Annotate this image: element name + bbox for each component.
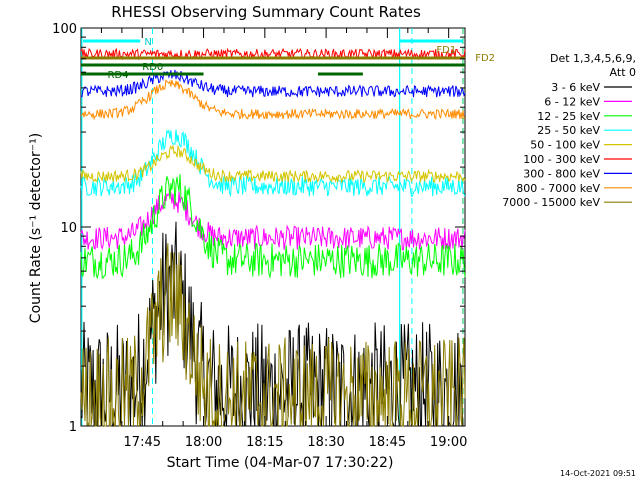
series-line-4 bbox=[80, 144, 466, 184]
x-axis-label: Start Time (04-Mar-07 17:30:22) bbox=[167, 455, 394, 471]
x-tick-label: 18:30 bbox=[307, 435, 344, 450]
annotation-label: RD4 bbox=[108, 70, 129, 81]
legend-entry-label: 800 - 7000 keV bbox=[516, 182, 600, 195]
x-tick-label: 17:45 bbox=[124, 435, 161, 450]
legend-entry-label: 300 - 800 keV bbox=[523, 167, 600, 180]
x-axis-ticks: 17:45 18:00 18:15 18:30 18:45 19:00 bbox=[80, 28, 467, 450]
y-tick-label: 1 bbox=[69, 420, 77, 435]
series-line-7 bbox=[80, 79, 466, 121]
x-tick-label: 19:00 bbox=[430, 435, 467, 450]
legend-header: Det 1,3,4,5,6,9, bbox=[550, 52, 636, 65]
y-tick-label: 100 bbox=[52, 22, 77, 37]
annotation-label: N bbox=[144, 37, 151, 48]
series-line-0 bbox=[80, 221, 465, 427]
annotations: N RD0 RD4 FD1 FD2 bbox=[81, 37, 495, 81]
series-line-1 bbox=[80, 188, 466, 251]
annotation-label: FD1 bbox=[436, 45, 456, 56]
series-line-8 bbox=[80, 243, 466, 428]
legend-entry-label: 6 - 12 keV bbox=[544, 95, 600, 108]
legend-entry-label: 25 - 50 keV bbox=[537, 124, 600, 137]
legend-entry-label: 3 - 6 keV bbox=[551, 81, 600, 94]
series-line-3 bbox=[80, 128, 466, 198]
legend-entry-label: 12 - 25 keV bbox=[537, 110, 600, 123]
series-lines bbox=[80, 47, 466, 428]
x-tick-label: 18:00 bbox=[185, 435, 222, 450]
series-line-2 bbox=[80, 174, 466, 280]
legend-entry-label: 50 - 100 keV bbox=[530, 139, 600, 152]
y-axis-ticks: 1 10 100 bbox=[52, 22, 465, 435]
legend-entry-label: 100 - 300 keV bbox=[523, 153, 600, 166]
annotation-label: FD2 bbox=[475, 53, 495, 64]
y-axis-label: Count Rate (s⁻¹ detector⁻¹) bbox=[28, 133, 44, 323]
legend-header: Att 0 bbox=[610, 66, 636, 79]
x-tick-label: 18:45 bbox=[369, 435, 406, 450]
x-tick-label: 18:15 bbox=[246, 435, 283, 450]
annotation-label: RD0 bbox=[142, 62, 163, 73]
footer-timestamp: 14-Oct-2021 09:51 bbox=[560, 469, 636, 478]
y-tick-label: 10 bbox=[60, 221, 77, 236]
series-line-5 bbox=[80, 47, 466, 61]
legend-entry-label: 7000 - 15000 keV bbox=[502, 196, 600, 209]
series-line-6 bbox=[80, 69, 466, 98]
chart-title: RHESSI Observing Summary Count Rates bbox=[111, 3, 421, 21]
